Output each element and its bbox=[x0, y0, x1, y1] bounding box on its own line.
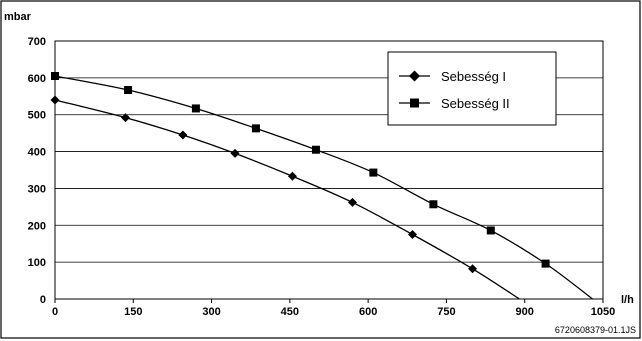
series-line-1 bbox=[54, 99, 520, 300]
data-point-series-1-6 bbox=[408, 230, 418, 239]
data-point-series-1-1 bbox=[120, 113, 130, 123]
plot-area-frame bbox=[54, 40, 604, 300]
data-point-series-1-0 bbox=[50, 95, 60, 105]
y-tick-label-200: 200 bbox=[28, 220, 46, 232]
y-axis-label: mbar bbox=[4, 11, 32, 23]
data-point-series-1-3 bbox=[230, 148, 240, 158]
y-tick-label-700: 700 bbox=[28, 36, 46, 48]
legend-marker-diamond bbox=[409, 70, 420, 82]
axes: 0 100 200 300 400 500 600 700 0 150 300 450 600 750 90… bbox=[28, 36, 616, 318]
data-point-series-2-2 bbox=[191, 104, 200, 113]
x-tick-label-450: 450 bbox=[281, 306, 299, 318]
data-point-series-2-5 bbox=[369, 168, 378, 177]
data-point-series-2-4 bbox=[311, 145, 320, 154]
data-point-series-1-4 bbox=[287, 171, 297, 181]
data-point-series-1-5 bbox=[347, 197, 357, 207]
figure-id: 6720608379-01.1JS bbox=[555, 325, 636, 335]
x-tick-label-600: 600 bbox=[359, 306, 377, 318]
series-line-2 bbox=[54, 75, 593, 300]
legend-marker-square bbox=[410, 98, 419, 108]
x-tick-label-750: 750 bbox=[437, 306, 455, 318]
x-tick-label-1050: 1050 bbox=[591, 306, 615, 318]
data-point-series-1-2 bbox=[178, 130, 188, 140]
data-point-series-2-8 bbox=[541, 259, 550, 268]
y-tick-label-600: 600 bbox=[28, 73, 46, 85]
x-tick-label-0: 0 bbox=[52, 306, 58, 318]
y-tick-label-100: 100 bbox=[28, 257, 46, 269]
y-tick-label-400: 400 bbox=[28, 147, 46, 159]
data-point-series-2-3 bbox=[251, 124, 260, 133]
data-point-series-2-6 bbox=[429, 200, 438, 209]
legend-label-series-2: Sebesség II bbox=[441, 96, 510, 111]
data-point-series-2-7 bbox=[486, 226, 495, 235]
x-tick-label-900: 900 bbox=[516, 306, 534, 318]
data-point-series-1-7 bbox=[468, 264, 478, 274]
x-axis-label: l/h bbox=[621, 294, 634, 306]
x-tick-label-300: 300 bbox=[202, 306, 220, 318]
y-tick-label-300: 300 bbox=[28, 183, 46, 195]
x-tick-label-150: 150 bbox=[124, 306, 142, 318]
legend-box bbox=[387, 51, 557, 126]
series-group bbox=[50, 72, 593, 300]
legend: Sebesség I Sebesség II bbox=[387, 51, 557, 126]
y-tick-label-500: 500 bbox=[28, 110, 46, 122]
data-point-series-2-0 bbox=[51, 72, 59, 81]
legend-label-series-1: Sebesség I bbox=[441, 69, 506, 84]
data-point-series-2-1 bbox=[124, 86, 133, 95]
y-tick-label-0: 0 bbox=[40, 294, 46, 306]
